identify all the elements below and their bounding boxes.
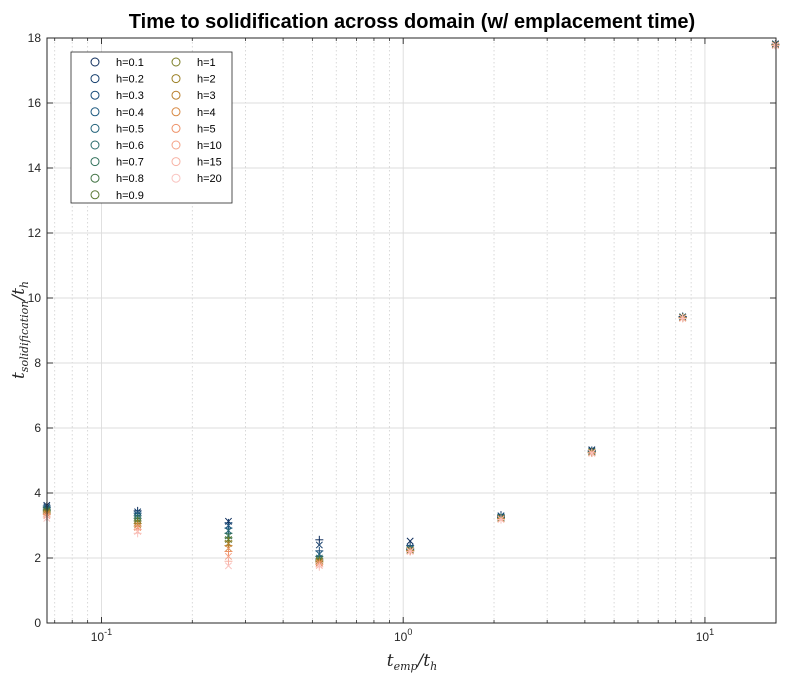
- legend-label: h=0.2: [116, 74, 144, 86]
- legend-label: h=3: [197, 90, 216, 102]
- marker-stroke: [315, 541, 323, 549]
- y-tick-label: 4: [34, 486, 41, 500]
- y-tick-label: 0: [34, 616, 41, 630]
- data-point: [315, 562, 324, 571]
- marker-stroke: [224, 552, 233, 560]
- y-tick-label: 16: [28, 96, 42, 110]
- legend-marker: [171, 90, 181, 100]
- legend-marker: [90, 140, 100, 150]
- y-tick-label: 8: [34, 356, 41, 370]
- legend-marker: [90, 123, 100, 133]
- y-tick-label: 18: [28, 31, 42, 45]
- legend-marker: [171, 74, 181, 84]
- y-tick-label: 12: [28, 226, 42, 240]
- legend-marker: [171, 57, 181, 67]
- legend-label: h=0.4: [116, 107, 144, 119]
- data-point: [315, 541, 323, 549]
- chart-title: Time to solidification across domain (w/…: [129, 11, 695, 33]
- legend-marker: [171, 140, 181, 150]
- data-point: [224, 557, 233, 566]
- data-point: [224, 562, 233, 570]
- legend-label: h=0.6: [116, 140, 144, 152]
- data-point: [496, 515, 505, 524]
- legend-label: h=15: [197, 157, 222, 169]
- plot-frame: [46, 37, 777, 624]
- legend-marker: [90, 57, 100, 67]
- y-tick-label: 14: [28, 161, 42, 175]
- data-point: [224, 547, 233, 556]
- legend-marker: [90, 157, 100, 167]
- data-point: [678, 314, 687, 323]
- y-tick-label: 6: [34, 421, 41, 435]
- legend-box: [70, 51, 233, 204]
- legend-marker: [90, 190, 100, 200]
- x-tick-label: 100: [394, 627, 412, 644]
- legend-marker: [90, 173, 100, 183]
- data-point: [315, 535, 324, 544]
- legend: h=0.1 h=0.2 h=0.3 h=0.4 h=0.5 h=0.6 h=0.7 h=0.8…: [70, 51, 233, 204]
- axis-ticks: 10-1 100 101 0 2 4 6 8 10 12 14 16 18: [28, 31, 776, 644]
- marker-stroke: [406, 547, 414, 556]
- x-tick-label: 10-1: [91, 627, 112, 644]
- legend-label: h=0.9: [116, 190, 144, 202]
- legend-label: h=0.5: [116, 123, 144, 135]
- legend-label: h=5: [197, 123, 216, 135]
- legend-label: h=1: [197, 57, 216, 69]
- legend-label: h=0.3: [116, 90, 144, 102]
- legend-label: h=0.1: [116, 57, 144, 69]
- legend-marker: [171, 107, 181, 117]
- data-point: [588, 449, 596, 457]
- data-point: [133, 529, 142, 538]
- legend-label: h=2: [197, 74, 216, 86]
- data-points: [42, 40, 780, 571]
- data-point: [406, 537, 414, 545]
- legend-marker: [90, 90, 100, 100]
- legend-label: h=20: [197, 173, 222, 185]
- legend-label: h=10: [197, 140, 222, 152]
- legend-marker: [171, 173, 181, 183]
- data-point: [406, 547, 414, 556]
- y-tick-label: 2: [34, 551, 41, 565]
- legend-marker: [90, 107, 100, 117]
- data-point: [771, 41, 779, 50]
- legend-marker: [171, 157, 181, 167]
- x-tick-label: 101: [696, 627, 714, 644]
- marker-stroke: [771, 41, 779, 50]
- marker-stroke: [406, 537, 414, 545]
- legend-marker: [90, 74, 100, 84]
- marker-stroke: [588, 449, 596, 457]
- legend-label: h=0.8: [116, 173, 144, 185]
- data-point: [224, 552, 233, 560]
- marker-stroke: [224, 562, 233, 570]
- legend-marker: [171, 123, 181, 133]
- y-tick-label: 10: [28, 291, 42, 305]
- legend-label: h=4: [197, 107, 216, 119]
- legend-label: h=0.7: [116, 157, 144, 169]
